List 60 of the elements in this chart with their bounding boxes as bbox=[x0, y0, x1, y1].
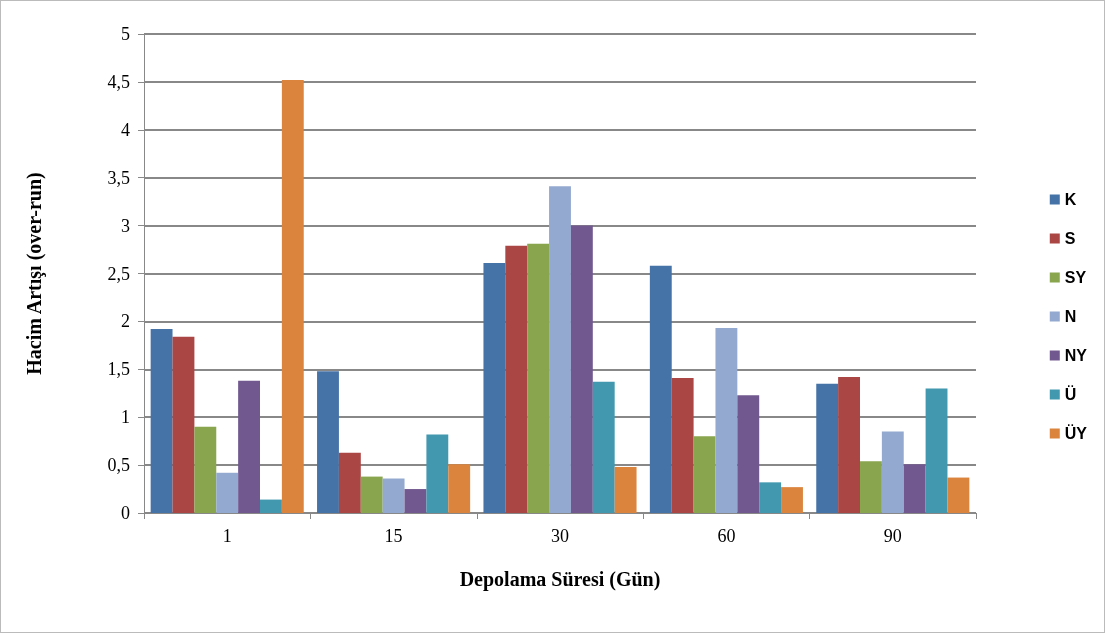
bar bbox=[216, 472, 239, 513]
x-tick-label: 15 bbox=[384, 526, 403, 546]
x-tick-label: 90 bbox=[883, 526, 902, 546]
bar bbox=[238, 380, 260, 513]
bar bbox=[404, 489, 427, 513]
legend-label: N bbox=[1064, 308, 1077, 325]
bar bbox=[947, 477, 970, 513]
bar bbox=[172, 336, 195, 513]
bar bbox=[881, 431, 904, 513]
legend-label: Ü bbox=[1064, 385, 1077, 403]
bar bbox=[903, 464, 926, 513]
bar bbox=[382, 478, 405, 513]
bar bbox=[317, 371, 339, 513]
x-tick-label: 60 bbox=[717, 526, 736, 546]
bar bbox=[759, 482, 782, 513]
y-tick-label: 3 bbox=[121, 215, 130, 236]
y-tick-label: 1,5 bbox=[107, 359, 130, 380]
bar bbox=[483, 262, 506, 513]
bar bbox=[592, 381, 615, 513]
bar bbox=[737, 395, 760, 513]
bar bbox=[715, 328, 738, 513]
bar bbox=[281, 79, 304, 513]
y-tick-label: 3,5 bbox=[107, 167, 130, 188]
bar bbox=[260, 499, 282, 513]
bar bbox=[426, 434, 449, 513]
bar bbox=[614, 467, 637, 513]
bar bbox=[860, 461, 882, 513]
bar bbox=[360, 476, 383, 513]
y-tick-label: 4,5 bbox=[107, 71, 130, 92]
bar bbox=[649, 265, 672, 513]
bar bbox=[570, 225, 593, 513]
bar bbox=[838, 376, 860, 513]
bar bbox=[527, 243, 550, 513]
legend-label: ÜY bbox=[1064, 424, 1088, 442]
bar bbox=[448, 464, 471, 513]
y-tick-label: 2,5 bbox=[107, 263, 130, 284]
y-tick-label: 0 bbox=[121, 503, 130, 523]
bar bbox=[150, 329, 173, 513]
x-tick-label: 30 bbox=[551, 526, 569, 546]
legend-label: SY bbox=[1064, 269, 1087, 286]
y-tick-label: 5 bbox=[121, 24, 130, 44]
y-tick-label: 1 bbox=[121, 407, 130, 428]
y-tick-label: 2 bbox=[121, 311, 130, 332]
bar bbox=[194, 426, 217, 513]
bar bbox=[671, 377, 694, 513]
bar bbox=[816, 383, 839, 513]
y-axis-title: Hacim Artışı (over-run) bbox=[23, 172, 46, 375]
x-tick-label: 1 bbox=[222, 526, 232, 546]
bar bbox=[693, 436, 716, 513]
bar bbox=[338, 452, 361, 513]
bar bbox=[505, 245, 528, 513]
x-axis-title: Depolama Süresi (Gün) bbox=[459, 568, 661, 591]
legend-label: NY bbox=[1064, 347, 1088, 364]
y-tick-label: 4 bbox=[121, 119, 130, 140]
bar bbox=[925, 388, 948, 513]
bar bbox=[549, 186, 571, 513]
legend-label: S bbox=[1064, 230, 1076, 247]
y-tick-label: 0,5 bbox=[107, 455, 130, 476]
bar bbox=[781, 487, 803, 513]
legend-label: K bbox=[1064, 191, 1077, 208]
